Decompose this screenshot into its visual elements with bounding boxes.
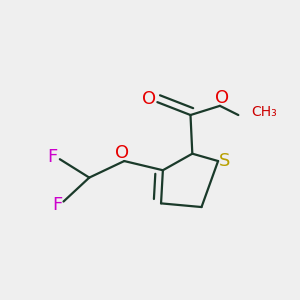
Text: O: O [115,144,130,162]
Text: F: F [52,196,62,214]
Text: F: F [47,148,58,166]
Text: O: O [142,90,156,108]
Text: CH₃: CH₃ [251,105,277,119]
Text: S: S [219,152,230,170]
Text: O: O [215,89,229,107]
